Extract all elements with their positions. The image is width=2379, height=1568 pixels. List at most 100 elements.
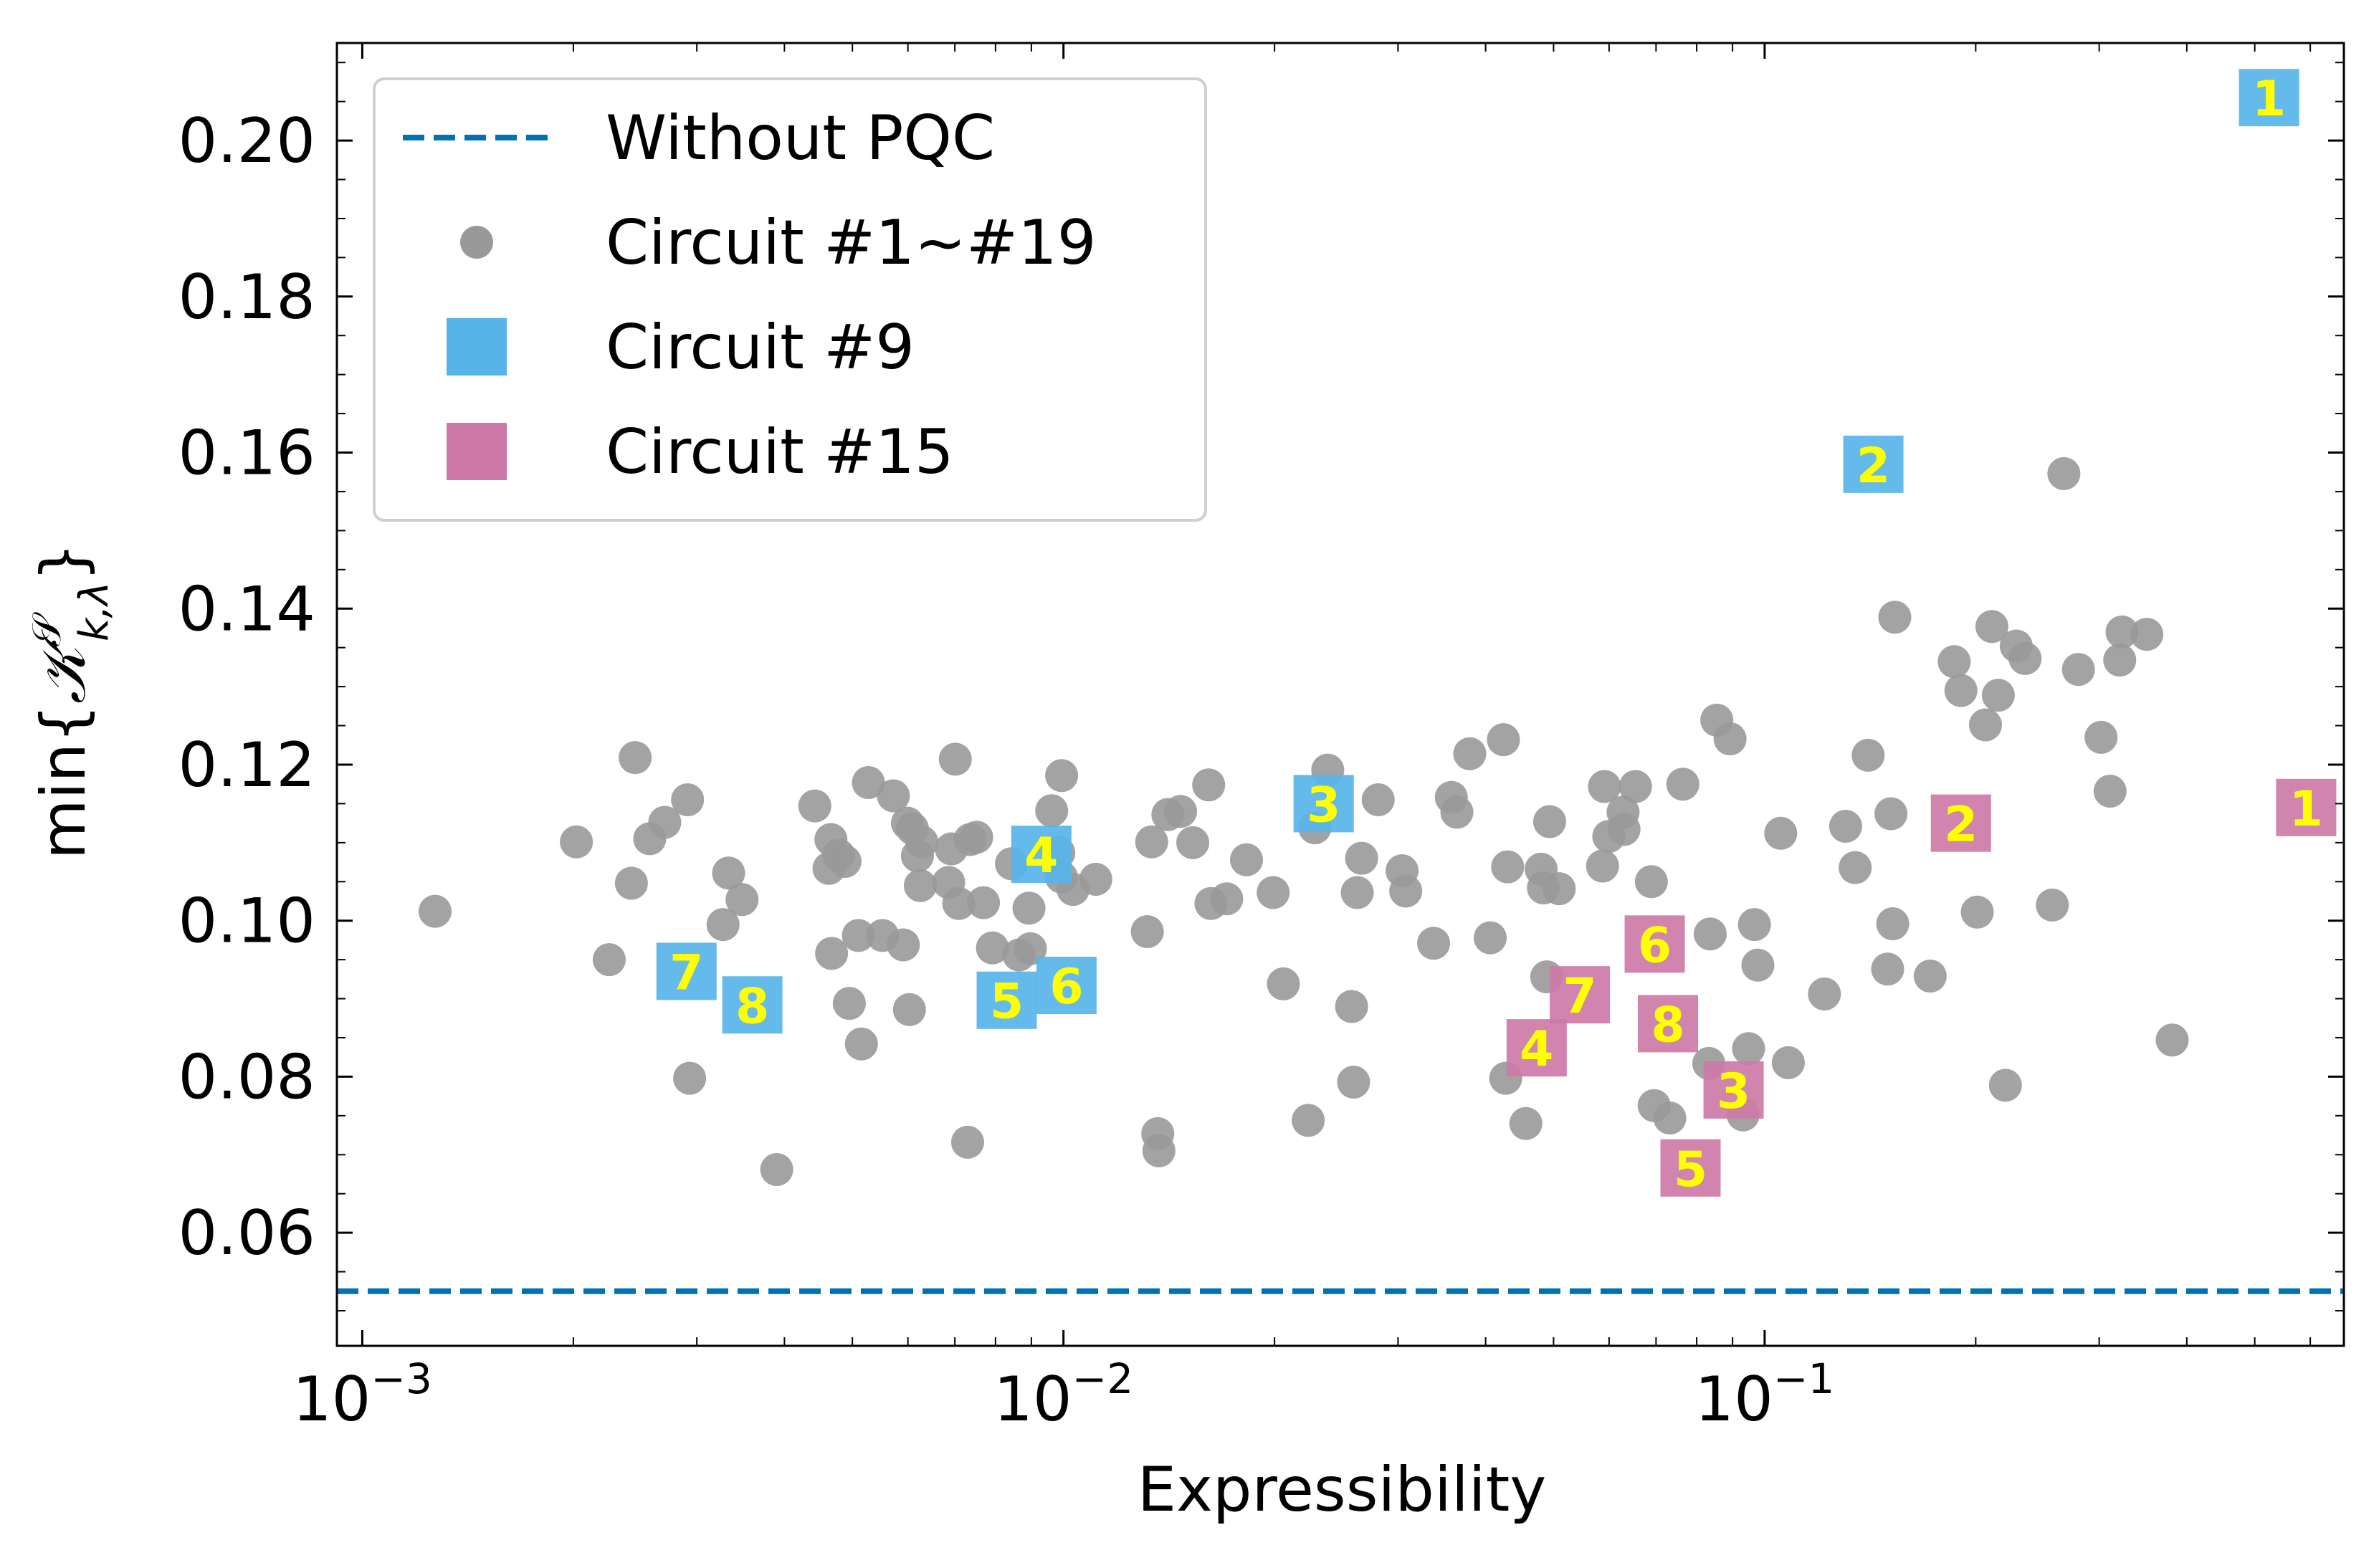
data-point [798, 789, 831, 823]
circuit-9-point-5: 5 [976, 971, 1037, 1031]
data-point [2103, 644, 2137, 677]
data-point [1851, 738, 1885, 772]
point-square [2239, 69, 2299, 127]
legend-swatch-square [447, 423, 507, 480]
circuit-9-point-6: 6 [1036, 957, 1097, 1015]
plot-frame [335, 42, 2345, 1347]
data-point [1741, 948, 1775, 982]
point-label: 1 [2289, 781, 2323, 838]
point-square [1293, 775, 1354, 833]
point-label: 8 [1651, 997, 1684, 1053]
data-point [1968, 708, 2002, 742]
y-tick-label: 0.16 [178, 418, 315, 489]
circuit-15-point-6: 6 [1624, 915, 1685, 974]
data-point [1164, 795, 1198, 828]
y-axis-label: min{𝒦𝒮k,λ} [24, 542, 118, 859]
legend-frame [373, 77, 1207, 522]
data-point [592, 943, 626, 977]
circuit-15-point-2: 2 [1930, 794, 1991, 854]
legend-label: Circuit #15 [606, 416, 954, 488]
data-point [832, 987, 866, 1020]
data-point [1417, 927, 1451, 960]
data-point [1142, 1134, 1176, 1167]
circuit-9-point-3: 3 [1293, 775, 1354, 833]
data-point [2130, 618, 2164, 651]
data-point [1988, 1069, 2022, 1102]
data-point [1975, 610, 2008, 644]
point-square [1843, 435, 1904, 493]
data-point [1361, 783, 1395, 816]
x-tick-label: 10−3 [292, 1354, 432, 1435]
circuit-9-point-7: 7 [656, 942, 717, 1001]
data-point [815, 937, 849, 970]
y-label-suffix: } [28, 542, 100, 582]
point-label: 7 [1563, 968, 1596, 1025]
point-square [1703, 1061, 1764, 1119]
axes: 0.06 0.08 0.10 0.12 0.14 0.16 0.18 0.20 10−3 10−2… [178, 42, 2345, 1435]
data-point [1035, 794, 1069, 828]
data-point [942, 886, 976, 920]
data-point [2155, 1023, 2189, 1057]
data-point [844, 1027, 878, 1061]
point-square [976, 971, 1037, 1029]
data-point [852, 766, 885, 800]
circuit-15-point-4: 4 [1506, 1019, 1567, 1078]
data-point [892, 993, 926, 1026]
x-tick-label: 10−2 [993, 1354, 1133, 1435]
data-point [828, 844, 862, 878]
data-point [903, 869, 937, 902]
legend-entry: Circuit #9 [447, 312, 915, 383]
x-tick-label: 10−1 [1694, 1354, 1834, 1435]
circuit-9-point-2: 2 [1843, 435, 1904, 494]
data-point [2093, 774, 2127, 808]
point-square [1036, 957, 1097, 1015]
data-point [1618, 770, 1652, 803]
data-point [673, 1061, 707, 1095]
data-point [1487, 723, 1520, 757]
data-point [938, 742, 972, 776]
legend-label: Circuit #9 [606, 312, 915, 383]
data-point [1267, 967, 1300, 1000]
data-point [1509, 1106, 1543, 1140]
y-tick-label: 0.20 [178, 105, 315, 177]
point-label: 7 [669, 945, 703, 1001]
y-tick-label: 0.06 [178, 1197, 315, 1269]
legend-label: Without PQC [606, 102, 995, 174]
point-square [1506, 1019, 1567, 1077]
data-point [905, 825, 939, 859]
data-point [1937, 645, 1971, 679]
data-point [1192, 768, 1226, 802]
point-label: 3 [1307, 777, 1340, 833]
data-point [1079, 863, 1112, 897]
data-point [1012, 891, 1046, 925]
point-label: 5 [990, 974, 1024, 1031]
data-point [1878, 601, 1912, 634]
data-point [1913, 959, 1947, 993]
circuit-15-point-7: 7 [1550, 966, 1611, 1025]
data-point [1737, 908, 1771, 942]
legend: Without PQC Circuit #1~#19 Circuit #9 Circu… [373, 77, 1207, 522]
data-point [712, 856, 745, 890]
data-point [2036, 888, 2069, 922]
data-point [1960, 895, 1994, 929]
data-point [1491, 850, 1525, 884]
point-label: 6 [1638, 917, 1672, 974]
data-point [1176, 826, 1210, 859]
point-square [1624, 915, 1685, 973]
data-point [1337, 1066, 1370, 1099]
y-label-subscript: k,λ [71, 582, 118, 641]
point-square [2276, 778, 2337, 836]
data-point [1607, 813, 1641, 846]
point-label: 1 [2252, 71, 2286, 128]
data-point [1335, 990, 1368, 1023]
data-point [842, 919, 875, 952]
circuit-9-point-8: 8 [722, 976, 783, 1035]
data-point [760, 1152, 793, 1186]
data-point [1230, 843, 1264, 876]
data-point [1839, 851, 1872, 884]
data-point [1764, 816, 1798, 850]
point-label: 6 [1049, 959, 1083, 1015]
data-point [1210, 882, 1244, 916]
